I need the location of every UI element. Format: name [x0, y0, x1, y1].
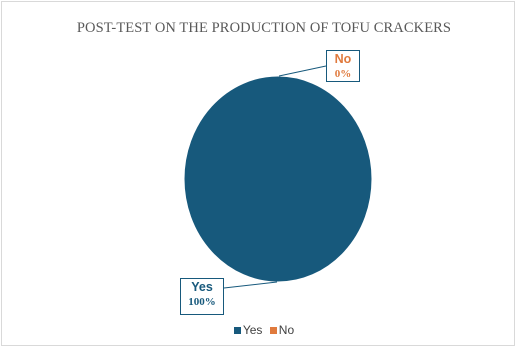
legend-label-no: No: [278, 323, 295, 337]
leader-line-no: [278, 65, 327, 77]
data-label-no-category: No: [334, 52, 352, 66]
legend-item-no: No: [269, 323, 295, 337]
pie-slices: [183, 75, 373, 283]
data-label-no-value: 0%: [334, 68, 352, 80]
data-label-no: No 0%: [326, 50, 360, 82]
legend-swatch-yes: [233, 327, 241, 334]
pie-slice-yes: [183, 75, 373, 283]
data-label-yes: Yes 100%: [180, 278, 224, 315]
legend-swatch-no: [269, 327, 277, 334]
legend: Yes No: [0, 323, 528, 337]
legend-item-yes: Yes: [233, 323, 263, 337]
legend-label-yes: Yes: [242, 323, 263, 337]
data-label-yes-value: 100%: [188, 296, 216, 308]
data-label-yes-category: Yes: [191, 280, 213, 294]
leader-line-yes: [223, 281, 278, 289]
chart-title: POST-TEST ON THE PRODUCTION OF TOFU CRAC…: [76, 20, 452, 36]
